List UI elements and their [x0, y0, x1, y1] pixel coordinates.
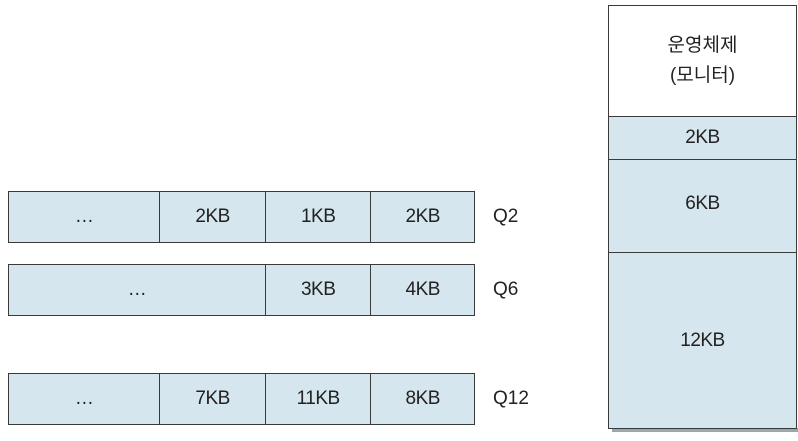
queue-label-q2: Q2 [493, 206, 519, 227]
os-monitor-block: 운영체제 (모니터) [609, 6, 796, 117]
os-label: 운영체제 [667, 35, 738, 56]
queue-cell: 1KB [264, 192, 371, 242]
queue-label-q12: Q12 [493, 388, 529, 409]
queue-cell: … [127, 279, 147, 300]
queue-q2: … 2KB 1KB 2KB [8, 191, 475, 243]
memory-map: 운영체제 (모니터) 2KB 6KB 12KB [608, 5, 797, 429]
queue-q6: … 3KB 4KB [8, 264, 475, 316]
queue-cell: … [74, 206, 94, 227]
memory-block-12kb: 12KB [609, 253, 796, 428]
queue-cell: 2KB [159, 192, 265, 242]
queue-cell: 7KB [159, 374, 265, 424]
memory-block-2kb: 2KB [609, 117, 796, 160]
queue-cell: 2KB [370, 192, 474, 242]
memory-block-6kb: 6KB [609, 160, 796, 253]
queue-cell: … [74, 388, 94, 409]
queue-cell: 4KB [370, 265, 474, 315]
queue-cell: 3KB [264, 265, 371, 315]
monitor-label: (모니터) [669, 65, 736, 86]
memory-shadow [612, 428, 798, 432]
queue-cell: 11KB [264, 374, 371, 424]
queue-q12: … 7KB 11KB 8KB [8, 373, 475, 425]
queue-cell: 8KB [370, 374, 474, 424]
queue-label-q6: Q6 [493, 279, 519, 300]
